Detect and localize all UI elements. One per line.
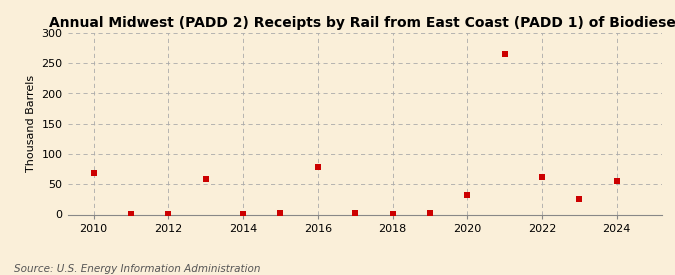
Text: Source: U.S. Energy Information Administration: Source: U.S. Energy Information Administ… xyxy=(14,264,260,274)
Point xyxy=(275,210,286,215)
Point xyxy=(387,212,398,216)
Point xyxy=(163,212,173,216)
Point xyxy=(574,197,585,202)
Point xyxy=(126,212,136,216)
Point xyxy=(462,193,472,197)
Point xyxy=(350,210,360,215)
Y-axis label: Thousand Barrels: Thousand Barrels xyxy=(26,75,36,172)
Point xyxy=(238,212,248,216)
Point xyxy=(500,52,510,56)
Point xyxy=(425,211,435,216)
Point xyxy=(612,179,622,183)
Title: Annual Midwest (PADD 2) Receipts by Rail from East Coast (PADD 1) of Biodiesel: Annual Midwest (PADD 2) Receipts by Rail… xyxy=(49,16,675,31)
Point xyxy=(537,175,547,179)
Point xyxy=(88,171,99,175)
Point xyxy=(200,177,211,182)
Point xyxy=(313,165,323,169)
